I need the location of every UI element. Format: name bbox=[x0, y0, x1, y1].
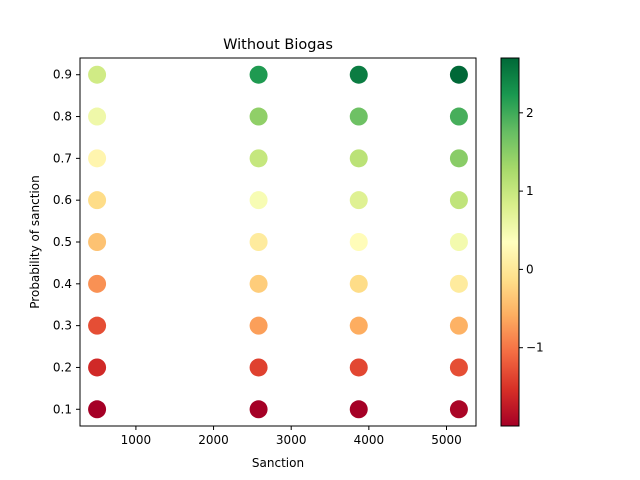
y-tick-label: 0.6 bbox=[53, 193, 72, 207]
scatter-point bbox=[349, 316, 368, 335]
y-axis: 0.1 0.2 0.3 0.4 0.5 0.6 0.7 0.8 0.9 bbox=[53, 68, 80, 416]
x-axis-title: Sanction bbox=[252, 456, 304, 470]
scatter-point bbox=[449, 400, 468, 419]
scatter-point bbox=[349, 191, 368, 210]
scatter-point bbox=[349, 400, 368, 419]
scatter-point bbox=[88, 400, 107, 419]
scatter-point bbox=[88, 233, 107, 251]
scatter-point bbox=[88, 65, 107, 84]
scatter-point bbox=[449, 191, 468, 210]
scatter-point bbox=[349, 274, 368, 293]
colorbar-tick-label: −1 bbox=[526, 341, 544, 355]
y-axis-title: Probability of sanction bbox=[28, 175, 42, 308]
scatter-point bbox=[449, 107, 468, 126]
plot-area bbox=[79, 57, 477, 427]
scatter-point bbox=[349, 233, 368, 251]
scatter-point bbox=[249, 65, 268, 84]
scatter-point bbox=[249, 107, 268, 126]
y-tick-label: 0.1 bbox=[53, 402, 72, 416]
x-tick-label: 5000 bbox=[431, 433, 462, 447]
scatter-point bbox=[88, 316, 107, 335]
scatter-point bbox=[449, 233, 468, 251]
y-tick-label: 0.2 bbox=[53, 360, 72, 374]
x-tick-label: 3000 bbox=[276, 433, 307, 447]
colorbar-tick-label: 1 bbox=[526, 184, 534, 198]
scatter-point bbox=[249, 400, 268, 419]
scatter-point bbox=[249, 316, 268, 335]
scatter-point bbox=[249, 358, 268, 377]
x-tick-label: 1000 bbox=[121, 433, 152, 447]
y-tick-label: 0.7 bbox=[53, 151, 72, 165]
x-tick-label: 4000 bbox=[354, 433, 385, 447]
scatter-point bbox=[88, 149, 107, 168]
scatter-point bbox=[449, 358, 468, 377]
y-tick-label: 0.8 bbox=[53, 110, 72, 124]
scatter-point bbox=[88, 274, 107, 293]
scatter-point bbox=[349, 149, 368, 168]
scatter-point bbox=[88, 358, 107, 377]
chart-title: Without Biogas bbox=[223, 37, 333, 53]
colorbar-tick-label: 0 bbox=[526, 262, 534, 276]
x-axis: 1000 2000 3000 4000 5000 bbox=[121, 426, 462, 447]
scatter-point bbox=[449, 65, 468, 84]
scatter-point bbox=[349, 358, 368, 377]
scatter-point bbox=[88, 107, 107, 126]
scatter-point bbox=[349, 65, 368, 84]
scatter-point bbox=[449, 274, 468, 293]
colorbar-gradient bbox=[500, 57, 520, 427]
scatter-point bbox=[349, 107, 368, 126]
y-tick-label: 0.3 bbox=[53, 319, 72, 333]
scatter-point bbox=[249, 149, 268, 168]
scatter-point bbox=[449, 149, 468, 168]
colorbar-tick-label: 2 bbox=[526, 106, 534, 120]
scatter-point bbox=[88, 191, 107, 210]
scatter-point bbox=[249, 233, 268, 251]
y-tick-label: 0.4 bbox=[53, 277, 72, 291]
y-tick-label: 0.5 bbox=[53, 235, 72, 249]
scatter-point bbox=[249, 274, 268, 293]
x-tick-label: 2000 bbox=[198, 433, 229, 447]
colorbar: −1 0 1 2 bbox=[500, 57, 544, 427]
plot-frame bbox=[79, 57, 477, 427]
scatter-point bbox=[449, 316, 468, 335]
scatter-point bbox=[249, 191, 268, 210]
y-tick-label: 0.9 bbox=[53, 68, 72, 82]
